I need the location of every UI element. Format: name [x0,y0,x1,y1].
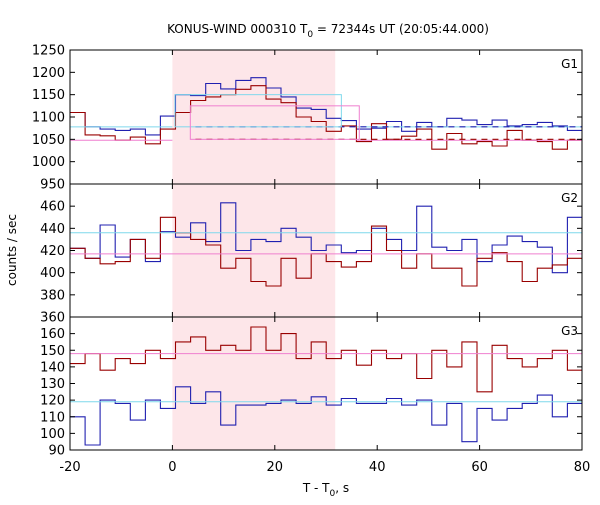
x-axis-label: T - T0, s [302,481,349,499]
x-tick-label: 40 [369,460,386,475]
y-tick-label: 150 [40,344,65,359]
y-tick-label: 130 [40,377,65,392]
y-tick-label: 420 [40,244,65,259]
y-tick-label: 140 [40,360,65,375]
panel-label-g2: G2 [561,191,578,205]
series-red-g2 [70,216,582,287]
interval-box-cyan [174,94,342,128]
y-tick-label: 90 [48,444,65,459]
chart-title: KONUS-WIND 000310 T0 = 72344s UT (20:05:… [167,22,489,40]
y-tick-label: 440 [40,222,65,237]
chart-labels: KONUS-WIND 000310 T0 = 72344s UT (20:05:… [5,22,590,499]
y-tick-label: 360 [40,311,65,326]
x-tick-label: 0 [168,460,176,475]
panel-g2-data [70,202,582,287]
y-tick-label: 400 [40,266,65,281]
x-tick-label: 60 [471,460,488,475]
y-axis-label: counts / sec [5,214,19,286]
y-tick-label: 460 [40,200,65,215]
y-tick-label: 120 [40,394,65,409]
axes-frame [69,49,583,451]
series-blue-g1 [70,77,582,136]
x-tick-label: 80 [574,460,591,475]
interval-box-pink [189,105,360,140]
y-tick-label: 110 [40,410,65,425]
panel-g3-data [70,326,582,446]
series-red-g1 [70,85,582,150]
panel-label-g3: G3 [561,324,578,338]
x-tick-label: -20 [59,460,80,475]
y-tick-label: 100 [40,427,65,442]
y-tick-label: 1100 [32,111,65,126]
y-tick-label: 950 [40,178,65,193]
series-red-g3 [70,326,582,393]
plot-area [70,77,582,446]
y-tick-label: 1150 [32,88,65,103]
y-tick-label: 1250 [32,44,65,59]
panel-g1-data [70,77,582,150]
y-tick-label: 380 [40,288,65,303]
y-tick-label: 1050 [32,133,65,148]
x-tick-label: 20 [267,460,284,475]
y-tick-label: 1200 [32,66,65,81]
panel-label-g1: G1 [561,57,578,71]
y-tick-label: 160 [40,327,65,342]
y-tick-label: 1000 [32,155,65,170]
